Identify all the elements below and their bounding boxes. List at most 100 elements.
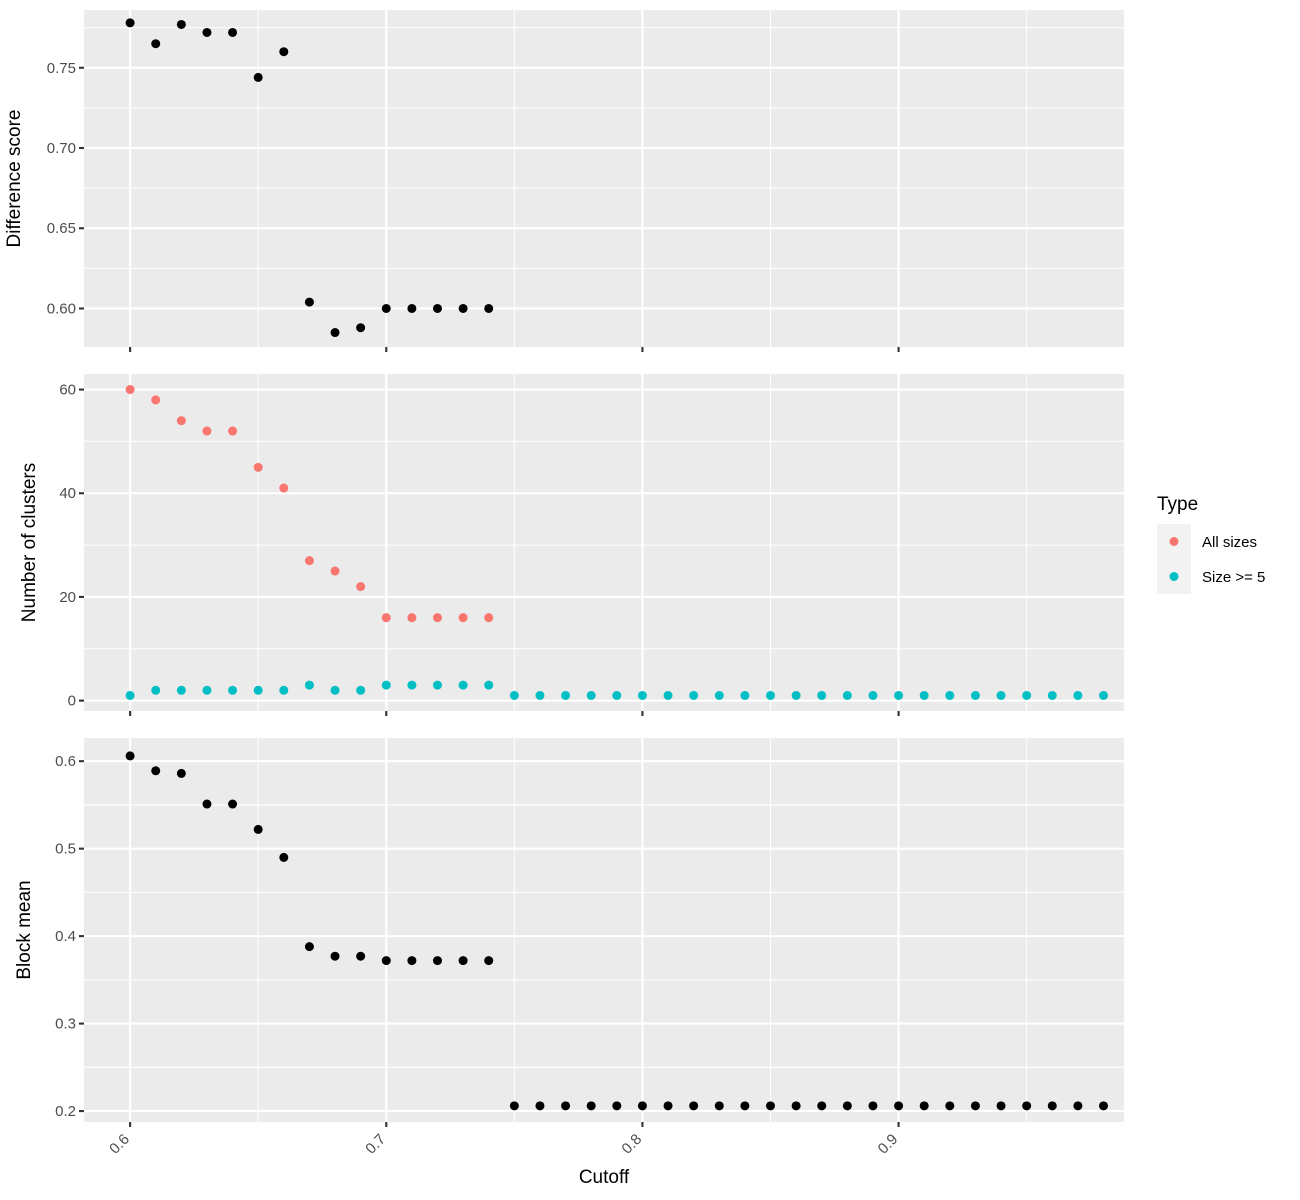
data-point bbox=[1047, 690, 1057, 700]
legend-title: Type bbox=[1157, 494, 1198, 515]
legend-label: All sizes bbox=[1202, 534, 1257, 551]
data-point bbox=[432, 956, 442, 966]
data-point bbox=[304, 556, 314, 566]
data-point bbox=[176, 416, 186, 426]
data-point bbox=[407, 613, 417, 623]
legend-marker bbox=[1169, 572, 1179, 581]
data-point bbox=[945, 1101, 955, 1111]
series-all-sizes bbox=[125, 385, 494, 623]
data-point bbox=[151, 395, 161, 405]
data-point bbox=[509, 1101, 519, 1111]
y-tick-label: 0.60 bbox=[47, 300, 76, 317]
data-point bbox=[535, 1101, 545, 1111]
x-tick-label: 0.6 bbox=[106, 1131, 133, 1158]
legend: Type All sizes Size >= 5 bbox=[1157, 494, 1265, 594]
data-point bbox=[894, 1101, 904, 1111]
x-tick-label: 0.7 bbox=[362, 1131, 389, 1158]
data-point bbox=[509, 690, 519, 700]
data-point bbox=[714, 690, 724, 700]
data-point bbox=[125, 751, 135, 761]
data-point bbox=[253, 685, 263, 695]
data-point bbox=[458, 680, 468, 690]
data-point bbox=[253, 824, 263, 834]
data-point bbox=[151, 766, 161, 776]
data-point bbox=[304, 680, 314, 690]
legend-item-all-sizes: All sizes bbox=[1157, 524, 1257, 559]
data-point bbox=[407, 956, 417, 966]
data-point bbox=[996, 690, 1006, 700]
panel-background bbox=[84, 738, 1124, 1122]
data-point bbox=[356, 582, 366, 592]
data-point bbox=[458, 613, 468, 623]
data-point bbox=[1073, 1101, 1083, 1111]
data-point bbox=[125, 690, 135, 700]
data-point bbox=[484, 613, 494, 623]
data-point bbox=[356, 323, 366, 333]
data-point bbox=[279, 47, 289, 57]
y-axis-title: Block mean bbox=[14, 880, 35, 979]
data-point bbox=[176, 19, 186, 29]
data-point bbox=[1073, 690, 1083, 700]
data-point bbox=[176, 768, 186, 778]
data-point bbox=[561, 690, 571, 700]
data-point bbox=[304, 297, 314, 307]
data-point bbox=[356, 951, 366, 961]
data-point bbox=[663, 1101, 673, 1111]
data-point bbox=[740, 690, 750, 700]
data-point bbox=[637, 690, 647, 700]
data-point bbox=[868, 690, 878, 700]
data-point bbox=[612, 1101, 622, 1111]
data-point bbox=[151, 39, 161, 49]
y-axis-title: Number of clusters bbox=[19, 463, 40, 622]
series-size-5 bbox=[125, 680, 1109, 700]
y-axis-title: Difference score bbox=[4, 110, 25, 248]
data-point bbox=[381, 613, 391, 623]
panel-background bbox=[84, 10, 1124, 347]
data-point bbox=[330, 566, 340, 576]
data-point bbox=[151, 685, 161, 695]
data-point bbox=[919, 1101, 929, 1111]
panel-background bbox=[84, 374, 1124, 711]
data-point bbox=[817, 1101, 827, 1111]
data-point bbox=[1099, 1101, 1109, 1111]
data-point bbox=[714, 1101, 724, 1111]
data-point bbox=[586, 1101, 596, 1111]
data-point bbox=[484, 303, 494, 313]
series-points-0 bbox=[125, 18, 494, 338]
y-tick-label: 0.65 bbox=[47, 220, 76, 237]
y-tick-label: 60 bbox=[59, 382, 76, 399]
data-point bbox=[356, 685, 366, 695]
data-point bbox=[1022, 690, 1032, 700]
y-tick-label: 0.5 bbox=[55, 841, 76, 858]
data-point bbox=[945, 690, 955, 700]
x-tick-label: 0.8 bbox=[618, 1131, 645, 1158]
data-point bbox=[304, 942, 314, 952]
data-point bbox=[484, 956, 494, 966]
panel-difference-score: 0.60 0.65 0.70 0.75 Difference score bbox=[4, 10, 1124, 352]
x-axis-title: Cutoff bbox=[579, 1167, 630, 1188]
data-point bbox=[842, 690, 852, 700]
panel-block-mean: 0.2 0.3 0.4 0.5 0.6 Block mean 0.6 0.7 0.8 0.9 Cut… bbox=[14, 738, 1124, 1188]
data-point bbox=[253, 462, 263, 472]
y-tick-label: 0.4 bbox=[55, 928, 76, 945]
data-point bbox=[381, 303, 391, 313]
legend-marker bbox=[1169, 537, 1179, 546]
data-point bbox=[330, 951, 340, 961]
data-point bbox=[970, 1101, 980, 1111]
data-point bbox=[561, 1101, 571, 1111]
data-point bbox=[330, 328, 340, 338]
data-point bbox=[586, 690, 596, 700]
y-tick-label: 20 bbox=[59, 589, 76, 606]
data-point bbox=[612, 690, 622, 700]
data-point bbox=[381, 680, 391, 690]
data-point bbox=[1047, 1101, 1057, 1111]
data-point bbox=[176, 685, 186, 695]
data-point bbox=[1022, 1101, 1032, 1111]
data-point bbox=[663, 690, 673, 700]
data-point bbox=[740, 1101, 750, 1111]
data-point bbox=[330, 685, 340, 695]
data-point bbox=[766, 690, 776, 700]
data-point bbox=[279, 483, 289, 493]
data-point bbox=[228, 799, 238, 809]
